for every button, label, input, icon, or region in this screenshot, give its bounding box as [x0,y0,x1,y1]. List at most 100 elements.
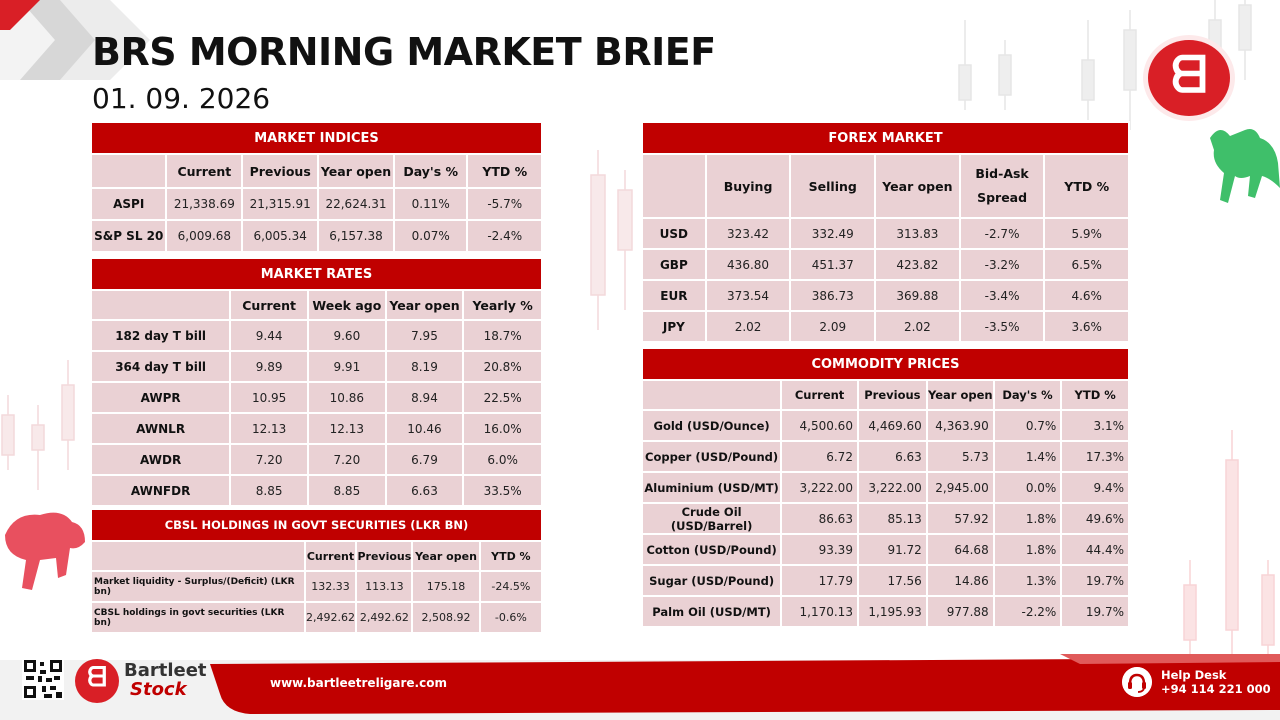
market-indices-title: MARKET INDICES [90,121,543,155]
cell: 22.5% [462,381,543,414]
cell: 9.89 [229,350,310,383]
cell: 2,492.62 [355,601,414,634]
cell: 21,315.91 [241,187,320,221]
row-label: Gold (USD/Ounce) [640,409,783,442]
cell: 10.86 [307,381,387,414]
market-rates-title: MARKET RATES [90,257,543,291]
bull-icon [1210,129,1280,203]
cell: 6.63 [856,440,928,473]
cell: 436.80 [704,248,792,281]
table-row: Copper (USD/Pound) 6.72 6.63 5.73 1.4% 1… [640,440,1130,473]
row-label: ASPI [89,187,168,221]
cbsl-holdings-table: CBSL HOLDINGS IN GOVT SECURITIES (LKR BN… [90,508,544,634]
cell: 4,469.60 [856,409,928,442]
cell: 6.79 [384,443,465,476]
cell: 4,500.60 [780,409,859,442]
cell: 9.4% [1060,471,1130,504]
headset-icon [1122,667,1152,697]
row-label: GBP [641,248,707,281]
cell: 8.85 [229,474,310,507]
cell: 14.86 [925,564,995,597]
table-row: 182 day T bill 9.44 9.60 7.95 18.7% [89,319,543,352]
cbsl-holdings-title: CBSL HOLDINGS IN GOVT SECURITIES (LKR BN… [90,508,543,542]
row-label: AWNLR [89,412,232,445]
table-row: Cotton (USD/Pound) 93.39 91.72 64.68 1.8… [640,533,1130,566]
row-label: Cotton (USD/Pound) [640,533,783,566]
column-header: Year open [411,540,481,572]
table-row: Crude Oil (USD/Barrel) 86.63 85.13 57.92… [640,502,1130,535]
column-header: Current [303,540,358,572]
cell: 369.88 [874,279,961,312]
table-row: EUR 373.54 386.73 369.88 -3.4% 4.6% [641,279,1130,312]
cell: 12.13 [307,412,387,445]
row-label: Market liquidity - Surplus/(Deficit) (LK… [90,570,306,603]
row-label: 364 day T bill [89,350,232,383]
cell: -3.2% [958,248,1046,281]
row-label: CBSL holdings in govt securities (LKR bn… [90,601,306,634]
cell: 373.54 [704,279,792,312]
cell: 16.0% [462,412,543,445]
table-row: CBSL holdings in govt securities (LKR bn… [90,601,544,634]
column-header [89,153,168,189]
table-row: AWNLR 12.13 12.13 10.46 16.0% [89,412,543,445]
cell: 8.85 [307,474,387,507]
column-header: YTD % [1060,379,1130,411]
cell: 10.95 [229,381,310,414]
column-header: Day's % [992,379,1063,411]
brand-name: Bartleet [124,660,207,681]
cell: 1,195.93 [856,595,928,628]
cell: 332.49 [789,217,877,250]
column-header: Buying [704,153,792,219]
column-header: Previous [856,379,928,411]
cell: 49.6% [1060,502,1130,535]
report-date: 01. 09. 2026 [92,82,271,115]
row-label: Crude Oil (USD/Barrel) [640,502,783,535]
cell: -0.6% [478,601,544,634]
row-label: Sugar (USD/Pound) [640,564,783,597]
table-row: AWPR 10.95 10.86 8.94 22.5% [89,381,543,414]
row-label: AWDR [89,443,232,476]
cell: 1.4% [992,440,1063,473]
column-header [90,540,306,572]
cell: 17.79 [780,564,859,597]
column-header [640,379,783,411]
cell: 1.8% [992,502,1063,535]
cell: 8.19 [384,350,465,383]
cell: -24.5% [478,570,544,603]
cell: 0.07% [392,219,469,253]
cell: 4,363.90 [925,409,995,442]
cell: 12.13 [229,412,310,445]
cell: 18.7% [462,319,543,352]
cell: 6.72 [780,440,859,473]
forex-market-title: FOREX MARKET [641,121,1130,155]
cell: 2.02 [704,310,792,343]
cell: 1.8% [992,533,1063,566]
cell: 5.9% [1043,217,1130,250]
column-header: Current [780,379,859,411]
row-label: 182 day T bill [89,319,232,352]
cell: 86.63 [780,502,859,535]
brand-sub: Stock [130,679,187,700]
qr-code-icon [22,658,64,700]
column-header: Current [229,289,310,321]
cell: 2,945.00 [925,471,995,504]
cell: 9.44 [229,319,310,352]
column-header [641,153,707,219]
footer-band [0,654,1280,720]
cell: 3.6% [1043,310,1130,343]
cell: 2,492.62 [303,601,358,634]
cell: 1.3% [992,564,1063,597]
website-link[interactable]: www.bartleetreligare.com [270,676,447,690]
forex-market-table: FOREX MARKET Buying Selling Year open Bi… [641,121,1130,343]
table-row: AWNFDR 8.85 8.85 6.63 33.5% [89,474,543,507]
table-row: JPY 2.02 2.09 2.02 -3.5% 3.6% [641,310,1130,343]
table-row: Palm Oil (USD/MT) 1,170.13 1,195.93 977.… [640,595,1130,628]
cell: -2.4% [466,219,543,253]
row-label: S&P SL 20 [89,219,168,253]
cell: 6.5% [1043,248,1130,281]
help-desk-phone[interactable]: +94 114 221 000 [1161,682,1271,696]
cell: 93.39 [780,533,859,566]
table-row: GBP 436.80 451.37 423.82 -3.2% 6.5% [641,248,1130,281]
row-label: AWNFDR [89,474,232,507]
cell: 33.5% [462,474,543,507]
